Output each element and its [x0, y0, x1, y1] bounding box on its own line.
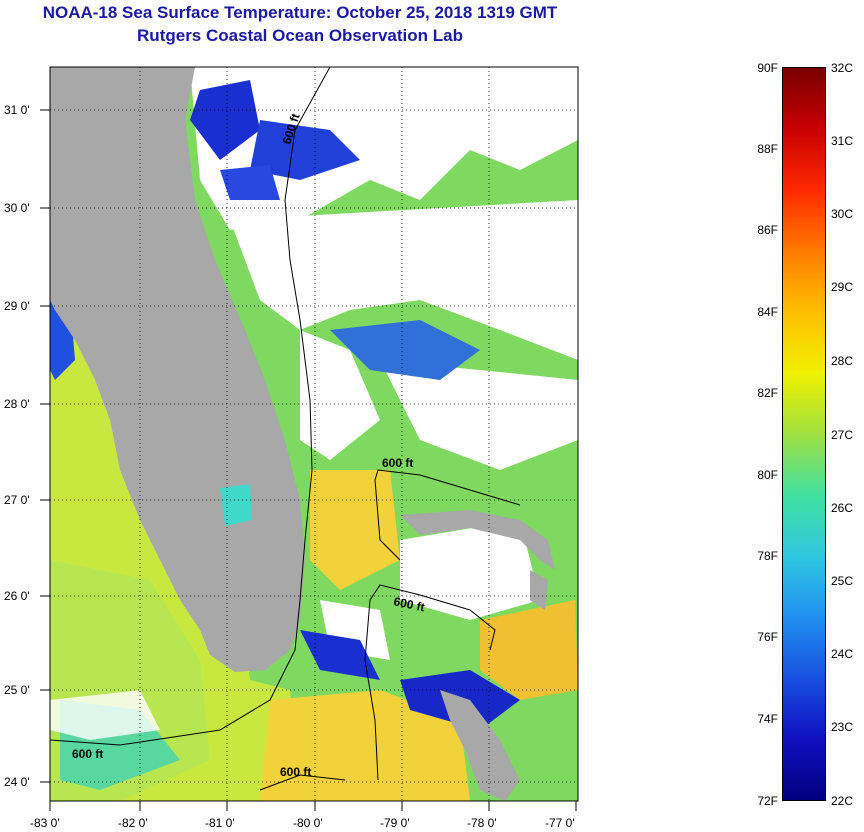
isobath-600ft-tongue: [369, 584, 496, 651]
colorbar-f-label: 84F: [757, 305, 778, 319]
isobath-label: 600 ft: [382, 456, 413, 470]
isobath-label: 600 ft: [72, 747, 103, 761]
isobath-600ft-bahama-west: [374, 479, 401, 561]
lon-label: -77 0': [545, 816, 575, 830]
isobath-600ft-florida: [50, 67, 331, 746]
lat-label: 26 0': [4, 589, 30, 603]
colorbar-f-label: 90F: [757, 61, 778, 75]
cloud-cover-east: [400, 520, 540, 620]
isobath-label: 600 ft: [392, 594, 426, 614]
grand-bahama-land: [400, 510, 555, 570]
colorbar-c-label: 31C: [831, 134, 854, 148]
temperature-colorbar: [782, 67, 826, 801]
lat-label: 28 0': [4, 397, 30, 411]
colorbar-f-label: 78F: [757, 549, 778, 563]
andros-land: [440, 690, 520, 801]
colorbar-f-label: 86F: [757, 223, 778, 237]
lon-label: -82 0': [118, 816, 148, 830]
lat-label: 27 0': [4, 493, 30, 507]
colorbar-c-label: 26C: [831, 501, 854, 515]
colorbar-f-label: 88F: [757, 142, 778, 156]
cold-patch-north: [190, 80, 260, 160]
lat-label: 31 0': [4, 103, 30, 117]
map-subtitle: Rutgers Coastal Ocean Observation Lab: [137, 26, 463, 45]
cold-patch-central: [330, 320, 480, 380]
lon-label: -79 0': [380, 816, 410, 830]
map-title: NOAA-18 Sea Surface Temperature: October…: [42, 3, 558, 22]
colorbar-c-label: 28C: [831, 354, 854, 368]
isobath-600ft-bahama-north: [374, 469, 521, 506]
warm-water-east: [480, 600, 578, 700]
cold-patch-north-3: [220, 165, 280, 200]
isobath-label: 600 ft: [280, 765, 311, 779]
graticule: [50, 67, 578, 801]
colorbar-f-label: 74F: [757, 712, 778, 726]
abaco-land: [530, 570, 548, 610]
colorbar-f-label: 76F: [757, 630, 778, 644]
lon-label: -81 0': [205, 816, 235, 830]
lat-label: 25 0': [4, 683, 30, 697]
lat-label: 24 0': [4, 775, 30, 789]
colorbar-c-label: 23C: [831, 720, 854, 734]
colorbar-f-label: 72F: [757, 794, 778, 808]
colorbar-f-label: 82F: [757, 386, 778, 400]
colorbar-f-label: 80F: [757, 468, 778, 482]
colorbar-c-label: 30C: [831, 207, 854, 221]
cloud-cover-gulf: [50, 690, 160, 740]
warm-water-south: [260, 690, 470, 801]
colorbar-c-label: 24C: [831, 647, 854, 661]
colorbar-c-label: 32C: [831, 61, 854, 75]
lon-label: -80 0': [293, 816, 323, 830]
isobath-600ft-south: [259, 774, 346, 791]
map-frame: [49, 66, 579, 802]
warm-water-patch: [310, 470, 400, 590]
lat-label: 30 0': [4, 201, 30, 215]
cold-patch-north-2: [250, 120, 360, 180]
cloud-cover-bahamas: [380, 360, 578, 470]
lon-label: -83 0': [30, 816, 60, 830]
map-plot-area: [50, 67, 578, 801]
cloud-cover-coastal: [300, 330, 380, 460]
colorbar-c-label: 27C: [831, 428, 854, 442]
axis-ticks: [40, 109, 577, 811]
colorbar-c-label: 25C: [831, 574, 854, 588]
lake-okeechobee: [220, 484, 252, 526]
colorbar-c-label: 22C: [831, 794, 854, 808]
colorbar-c-label: 29C: [831, 280, 854, 294]
lon-label: -78 0': [467, 816, 497, 830]
lat-label: 29 0': [4, 299, 30, 313]
cloud-cover-central: [230, 200, 578, 360]
cold-patch-straits: [300, 630, 380, 680]
